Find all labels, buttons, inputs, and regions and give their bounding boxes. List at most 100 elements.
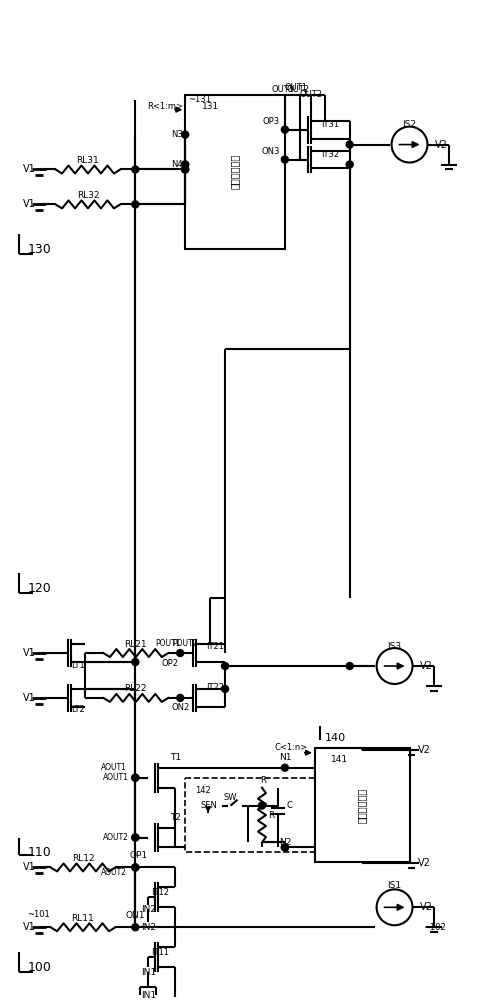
Text: IS2: IS2 — [402, 120, 416, 129]
Text: T2: T2 — [170, 813, 181, 822]
Circle shape — [132, 774, 139, 781]
Circle shape — [132, 864, 139, 871]
Text: 120: 120 — [27, 582, 51, 595]
Text: ~102: ~102 — [423, 923, 446, 932]
Text: RL32: RL32 — [76, 191, 99, 200]
Circle shape — [258, 802, 266, 809]
Circle shape — [281, 156, 289, 163]
Text: V2: V2 — [417, 745, 430, 755]
Text: N2: N2 — [279, 838, 291, 847]
Text: RL21: RL21 — [124, 640, 147, 649]
Text: OP1: OP1 — [129, 851, 147, 860]
Text: 可变电流电路: 可变电流电路 — [357, 788, 367, 823]
Text: IT22: IT22 — [206, 683, 224, 692]
Text: 110: 110 — [27, 846, 51, 859]
Text: RL11: RL11 — [72, 914, 95, 923]
Circle shape — [281, 764, 289, 771]
Text: POUT1: POUT1 — [155, 639, 181, 648]
Circle shape — [346, 141, 353, 148]
Text: ~101: ~101 — [27, 910, 50, 919]
Text: C<1:n>: C<1:n> — [274, 743, 308, 752]
Text: AOUT1: AOUT1 — [102, 773, 128, 782]
Text: T1: T1 — [170, 753, 181, 762]
Text: IN2: IN2 — [141, 905, 156, 914]
Text: ~131: ~131 — [188, 95, 211, 104]
Text: V1: V1 — [23, 648, 35, 658]
Text: LT2: LT2 — [72, 705, 85, 714]
Text: V1: V1 — [23, 922, 35, 932]
Text: SW: SW — [223, 793, 237, 802]
Text: C: C — [287, 801, 293, 810]
Text: ON3: ON3 — [262, 147, 280, 156]
Text: V1: V1 — [23, 164, 35, 174]
Text: SEN: SEN — [200, 801, 217, 810]
Text: V2: V2 — [419, 902, 432, 912]
Circle shape — [177, 650, 184, 657]
Text: IS1: IS1 — [388, 881, 402, 890]
Circle shape — [177, 694, 184, 701]
Text: R: R — [268, 811, 274, 820]
Text: OP3: OP3 — [263, 117, 280, 126]
Text: IT12: IT12 — [151, 888, 169, 897]
Text: IS3: IS3 — [388, 642, 402, 651]
Text: AOUT2: AOUT2 — [100, 868, 126, 877]
Circle shape — [182, 161, 189, 168]
Text: V2: V2 — [435, 140, 447, 150]
Text: V1: V1 — [23, 199, 35, 209]
Text: N3: N3 — [172, 130, 183, 139]
Circle shape — [221, 663, 228, 670]
Text: ON2: ON2 — [171, 703, 189, 712]
Text: 140: 140 — [325, 733, 346, 743]
Circle shape — [132, 166, 139, 173]
Text: RL22: RL22 — [124, 684, 147, 693]
Circle shape — [238, 803, 243, 808]
Circle shape — [346, 663, 353, 670]
Circle shape — [346, 161, 353, 168]
Text: RL31: RL31 — [76, 156, 99, 165]
Text: 130: 130 — [27, 243, 51, 256]
Circle shape — [132, 774, 139, 781]
Text: OP2: OP2 — [162, 659, 179, 668]
Text: V1: V1 — [23, 693, 35, 703]
Text: AOUT2: AOUT2 — [102, 833, 128, 842]
Text: 131: 131 — [201, 102, 219, 111]
Text: IN2: IN2 — [141, 923, 156, 932]
Text: N4: N4 — [172, 160, 183, 169]
Circle shape — [221, 685, 228, 692]
Circle shape — [281, 844, 289, 851]
Text: OUT2: OUT2 — [300, 90, 323, 99]
Text: IN1: IN1 — [141, 968, 156, 977]
Text: IT32: IT32 — [320, 150, 339, 159]
Text: AOUT1: AOUT1 — [100, 763, 126, 772]
Circle shape — [225, 803, 230, 808]
Text: OUT2: OUT2 — [286, 85, 309, 94]
Text: LT1: LT1 — [72, 661, 85, 670]
Text: 142: 142 — [195, 786, 211, 795]
Circle shape — [281, 844, 289, 851]
Text: V2: V2 — [419, 661, 432, 671]
Text: IT11: IT11 — [151, 948, 169, 957]
Text: V1: V1 — [23, 862, 35, 872]
Text: IT21: IT21 — [206, 642, 224, 651]
Text: 100: 100 — [27, 961, 51, 974]
Circle shape — [132, 834, 139, 841]
Bar — [315, 748, 410, 862]
Circle shape — [132, 924, 139, 931]
Text: ON1: ON1 — [125, 911, 145, 920]
Bar — [185, 95, 285, 249]
Circle shape — [132, 834, 139, 841]
Circle shape — [281, 126, 289, 133]
Text: 可变负载电路: 可变负载电路 — [230, 154, 240, 189]
Circle shape — [182, 166, 189, 173]
Circle shape — [182, 161, 189, 168]
Bar — [185, 778, 315, 852]
Circle shape — [182, 166, 189, 173]
Text: POUT2: POUT2 — [172, 639, 198, 648]
Text: N1: N1 — [279, 753, 291, 762]
Text: OUT1: OUT1 — [285, 83, 308, 92]
Text: R<1:m>: R<1:m> — [147, 102, 183, 111]
Text: IN1: IN1 — [141, 991, 156, 1000]
Text: RL12: RL12 — [72, 854, 94, 863]
Text: 141: 141 — [331, 755, 348, 764]
Circle shape — [132, 659, 139, 666]
